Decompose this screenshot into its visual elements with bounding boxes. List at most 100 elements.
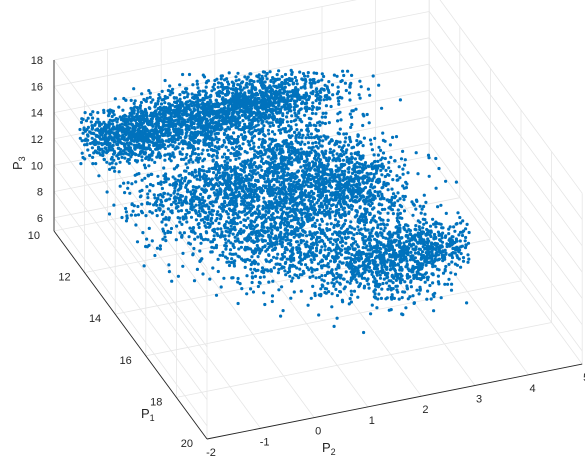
data-point xyxy=(322,279,326,283)
data-point xyxy=(407,239,412,243)
data-point xyxy=(210,240,215,244)
data-point xyxy=(330,268,334,272)
data-point xyxy=(305,128,309,132)
data-point xyxy=(159,102,164,106)
data-point xyxy=(271,279,275,283)
data-point xyxy=(150,211,154,215)
data-point xyxy=(350,253,354,257)
data-point xyxy=(314,158,318,162)
data-point xyxy=(128,111,132,116)
data-point xyxy=(347,302,351,306)
data-point xyxy=(163,158,167,162)
data-point xyxy=(410,200,414,204)
data-point xyxy=(234,239,238,243)
data-point xyxy=(458,215,462,220)
data-point xyxy=(191,253,195,257)
data-point xyxy=(359,257,363,261)
data-point xyxy=(151,184,155,188)
data-point xyxy=(434,225,438,229)
data-point xyxy=(464,243,468,247)
data-point xyxy=(79,162,83,166)
data-point xyxy=(280,75,284,79)
data-point xyxy=(304,263,308,267)
data-point xyxy=(367,121,371,125)
data-point xyxy=(259,151,263,155)
data-point xyxy=(274,262,278,266)
data-point xyxy=(291,276,295,280)
grid-line xyxy=(53,191,208,400)
data-point xyxy=(233,208,237,212)
data-point xyxy=(422,242,426,246)
data-point xyxy=(321,284,325,288)
data-point xyxy=(306,71,310,75)
data-point xyxy=(188,179,192,183)
data-point xyxy=(305,154,309,158)
data-point xyxy=(174,206,178,210)
data-point xyxy=(121,149,126,153)
data-point xyxy=(176,209,181,213)
data-point xyxy=(447,232,451,236)
data-point xyxy=(380,106,384,110)
data-point xyxy=(292,258,296,262)
data-point xyxy=(372,214,376,218)
data-point xyxy=(270,213,274,217)
data-point xyxy=(421,230,426,234)
data-point xyxy=(346,167,350,171)
data-point xyxy=(181,264,185,268)
data-point xyxy=(124,206,128,211)
data-point xyxy=(299,86,303,90)
data-point xyxy=(410,234,415,238)
data-point xyxy=(227,234,231,238)
data-point xyxy=(272,116,277,120)
data-point xyxy=(336,190,340,194)
data-point xyxy=(266,128,270,132)
data-point xyxy=(275,203,279,207)
data-point xyxy=(259,159,263,163)
data-point xyxy=(307,268,311,272)
data-point xyxy=(330,203,334,208)
data-point xyxy=(206,238,210,242)
data-point xyxy=(146,192,150,196)
data-point xyxy=(311,274,315,278)
data-point xyxy=(100,127,104,131)
data-point xyxy=(228,203,232,207)
data-point xyxy=(242,96,246,100)
data-point xyxy=(286,150,291,154)
data-point xyxy=(273,191,277,195)
data-point xyxy=(392,203,396,208)
data-point xyxy=(339,205,343,209)
data-point xyxy=(287,153,292,157)
data-point xyxy=(315,243,319,247)
data-point xyxy=(420,207,424,211)
data-point xyxy=(134,223,138,227)
data-point xyxy=(190,170,194,174)
data-point xyxy=(422,222,426,226)
data-point xyxy=(357,271,361,275)
data-point xyxy=(330,305,334,309)
data-point xyxy=(299,257,303,261)
data-point xyxy=(164,216,168,220)
data-point xyxy=(267,113,271,117)
data-point xyxy=(241,93,245,97)
data-point xyxy=(299,224,304,229)
data-point xyxy=(214,98,218,102)
data-point xyxy=(341,277,345,281)
data-point xyxy=(435,250,439,254)
grid-line xyxy=(428,90,583,299)
data-point xyxy=(389,295,393,299)
data-point xyxy=(452,225,456,229)
data-point xyxy=(277,152,281,156)
data-point xyxy=(237,194,242,198)
data-point xyxy=(277,69,281,73)
data-point xyxy=(253,178,258,182)
data-point xyxy=(164,127,168,131)
data-point xyxy=(248,143,252,147)
data-point xyxy=(398,98,402,102)
data-point xyxy=(344,88,348,93)
data-point xyxy=(208,201,212,205)
data-point xyxy=(281,150,285,154)
data-point xyxy=(181,251,185,255)
data-point xyxy=(296,218,300,222)
data-point xyxy=(284,190,288,194)
data-point xyxy=(203,183,207,187)
